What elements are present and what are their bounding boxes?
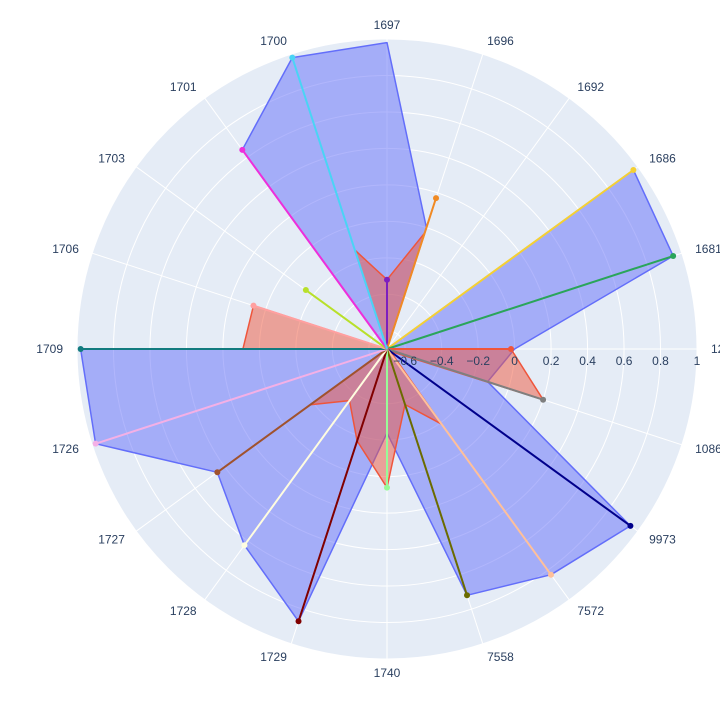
spoke-marker-1681: [670, 253, 677, 260]
spoke-line-9973: [386, 348, 632, 527]
radial-tick-label: 0.4: [579, 354, 596, 368]
category-label-1729: 1729: [260, 650, 287, 664]
spoke-marker-1696: [433, 195, 440, 202]
category-label-1728: 1728: [170, 604, 197, 618]
category-label-1686: 1686: [649, 152, 676, 166]
spoke-marker-1703: [302, 287, 309, 294]
spoke-marker-1709: [77, 346, 84, 352]
spoke-marker-1728: [241, 542, 248, 549]
spoke-lines: [77, 54, 677, 625]
spoke-line-10869: [386, 348, 544, 401]
category-label-1701: 1701: [170, 80, 197, 94]
category-label-1727: 1727: [98, 532, 125, 546]
spoke-marker-1701: [239, 146, 246, 153]
category-label-1740: 1740: [374, 666, 401, 680]
spoke-line-1681: [386, 255, 674, 350]
spoke-line-1706: [253, 304, 388, 350]
category-label-1697: 1697: [374, 18, 401, 32]
spoke-line-1696: [386, 197, 437, 350]
spoke-line-1727: [216, 348, 388, 474]
spoke-marker-7558: [464, 592, 471, 599]
spoke-marker-7572: [547, 571, 554, 578]
spoke-line-7572: [386, 348, 552, 576]
spoke-line-1701: [241, 149, 388, 350]
grid-spoke: [386, 97, 570, 350]
category-label-1703: 1703: [98, 152, 125, 166]
spoke-marker-10869: [540, 396, 547, 403]
spoke-marker-1212: [508, 346, 514, 352]
radial-tick-label: 0.8: [652, 354, 669, 368]
spoke-marker-1729: [295, 618, 302, 625]
category-label-7572: 7572: [577, 604, 604, 618]
category-label-9973: 9973: [649, 532, 676, 546]
radial-tick-label: 0.2: [543, 354, 560, 368]
spoke-line-1728: [243, 348, 388, 546]
category-label-1692: 1692: [577, 80, 604, 94]
category-label-1726: 1726: [52, 442, 79, 456]
radial-tick-label: 0: [511, 354, 518, 368]
category-label-1212: 1212: [711, 342, 720, 356]
spoke-marker-1740: [384, 484, 390, 491]
spoke-line-1703: [305, 289, 388, 350]
radial-tick-label: −0.4: [430, 354, 454, 368]
spoke-line-7558: [386, 348, 468, 596]
radial-tick-labels: −0.6 −0.4 −0.2 0 0.2 0.4 0.6 0.8 1: [393, 354, 700, 368]
spoke-marker-1697: [384, 276, 390, 283]
spoke-marker-1726: [92, 440, 99, 447]
spoke-marker-1700: [289, 54, 296, 61]
spoke-marker-9973: [627, 522, 634, 529]
radial-tick-label: −0.6: [393, 354, 417, 368]
spoke-line-1729: [297, 348, 388, 622]
category-label-1681: 1681: [695, 242, 720, 256]
spoke-line-1700: [291, 57, 388, 350]
spoke-marker-1727: [214, 469, 221, 476]
category-label-7558: 7558: [487, 650, 514, 664]
spoke-line-1686: [386, 169, 634, 350]
category-label-1709: 1709: [36, 342, 63, 356]
category-label-1700: 1700: [260, 34, 287, 48]
category-label-1706: 1706: [52, 242, 79, 256]
radial-tick-label: −0.2: [466, 354, 490, 368]
radial-tick-label: 1: [694, 354, 701, 368]
spoke-marker-1706: [250, 302, 257, 309]
spoke-marker-1686: [630, 167, 637, 174]
category-label-1696: 1696: [487, 34, 514, 48]
spoke-line-1726: [95, 348, 388, 445]
radial-tick-label: 0.6: [616, 354, 633, 368]
